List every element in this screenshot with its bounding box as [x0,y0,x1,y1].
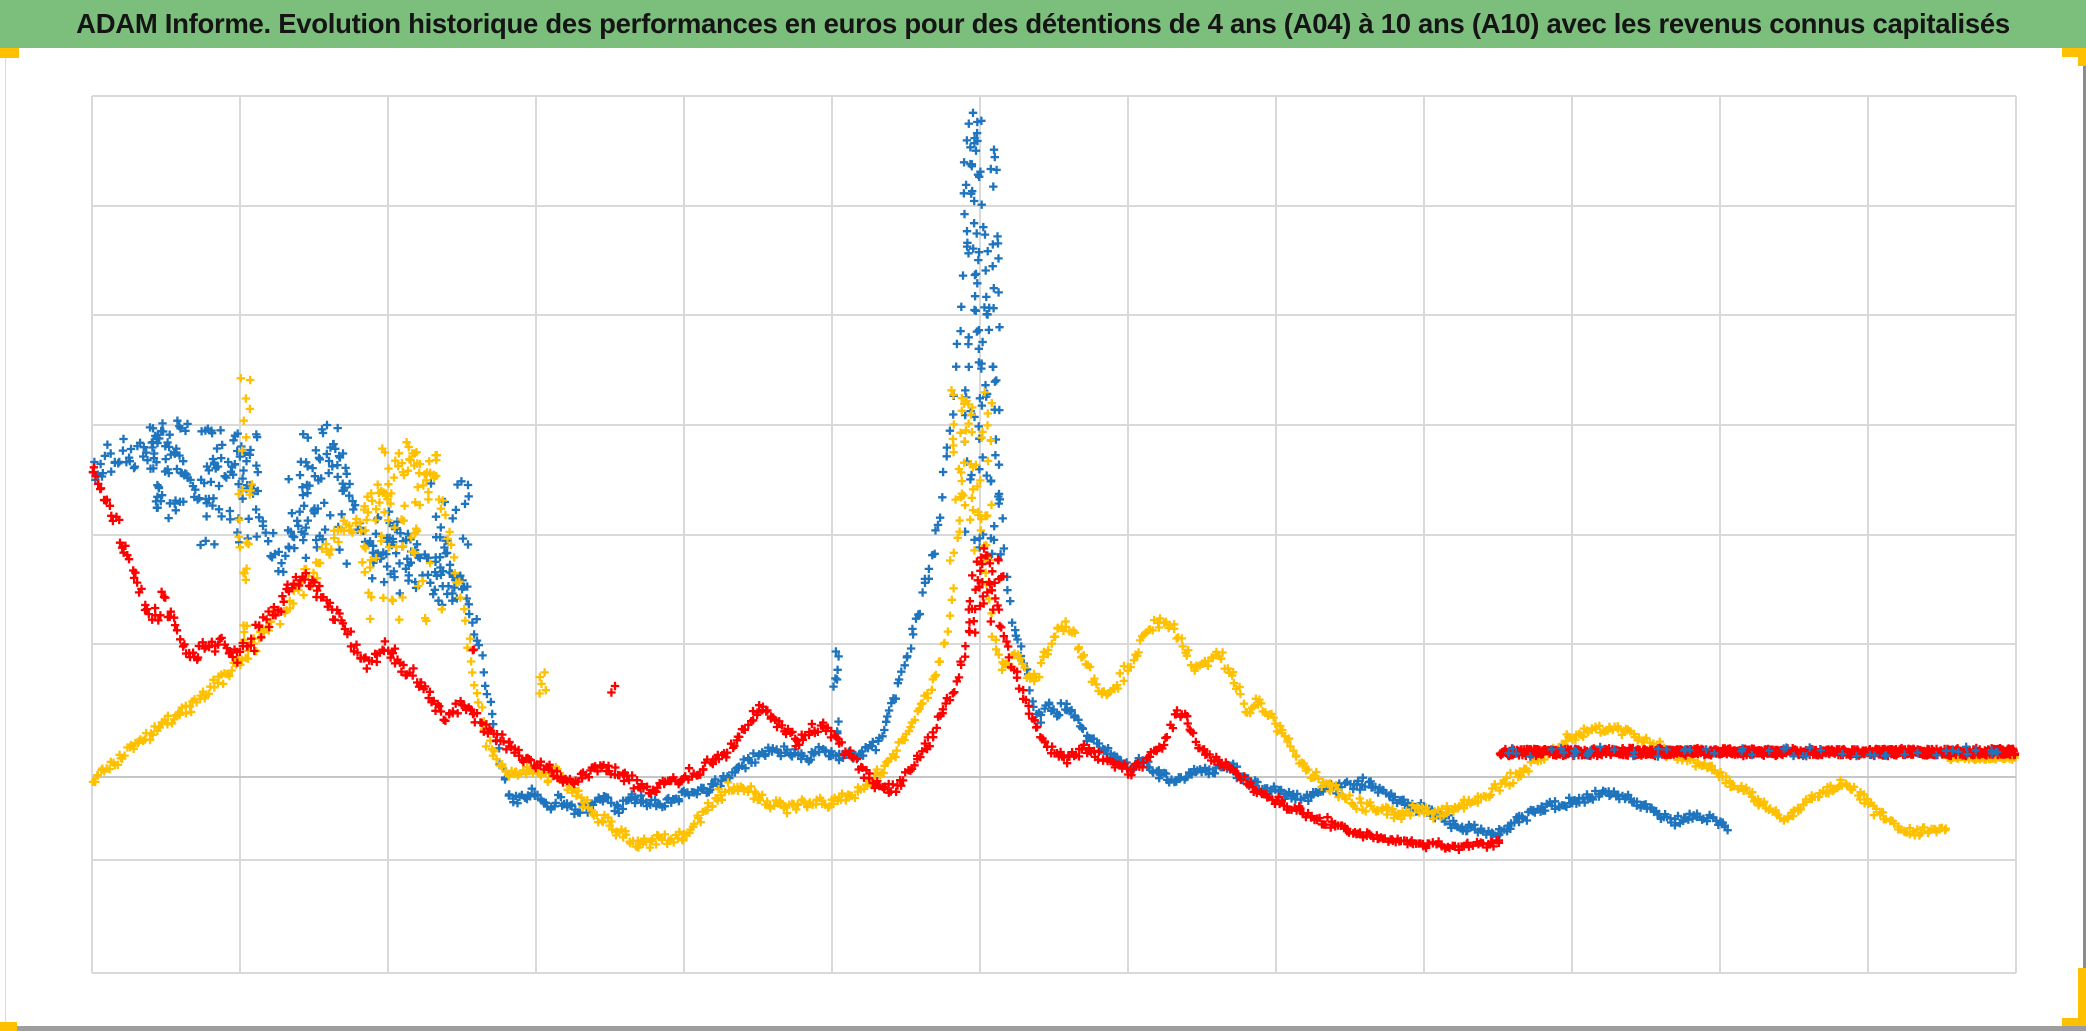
accent-mark-top-right-horizontal [2062,48,2086,57]
window-left-border [5,58,6,1022]
window-bottom-bar [0,1026,2086,1031]
chart-series-markers [88,108,2020,854]
yellow-holding-series-markers [88,374,2020,852]
accent-mark-top-left [0,48,19,58]
page-title: ADAM Informe. Evolution historique des p… [76,8,2010,39]
red-holding-series-markers [88,463,2020,854]
accent-mark-top-right-vertical [2078,48,2086,66]
accent-mark-bottom-right-vertical [2078,968,2086,1026]
chart-gridlines [91,95,2017,974]
report-title-bar: ADAM Informe. Evolution historique des p… [0,0,2086,48]
accent-mark-bottom-right-foot [2062,1018,2086,1026]
blue-specks-in-red-band-markers [1504,742,2002,761]
window-right-border [2083,48,2086,1031]
accent-mark-bottom-left [0,1022,17,1031]
